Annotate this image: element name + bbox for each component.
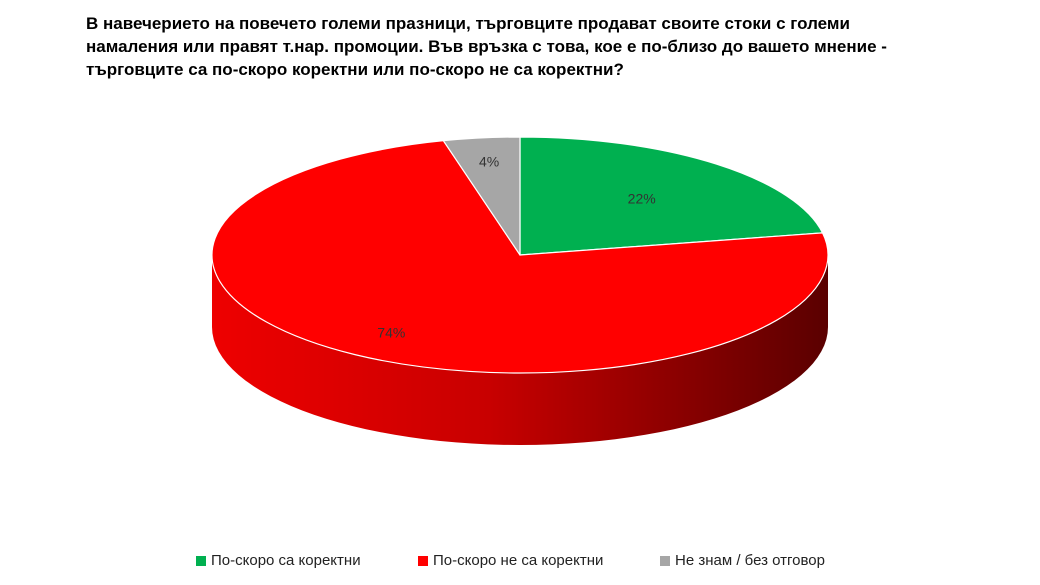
title-line-2: намаления или правят т.нар. промоции. Въ… (86, 37, 887, 56)
pie-slice-correct (519, 136, 824, 256)
legend-label-not-correct: По-скоро не са коректни (433, 552, 604, 569)
legend-item-not-correct: По-скоро не са коректни (418, 552, 603, 569)
data-label-not-correct: 74% (377, 325, 405, 341)
data-label-correct: 22% (628, 191, 656, 207)
legend-label-dont-know: Не знам / без отговор (675, 552, 825, 569)
legend-swatch-not-correct (418, 555, 428, 566)
title-line-3: търговците са по-скоро коректни или по-с… (86, 60, 624, 79)
title-line-1: В навечерието на повечето големи празниц… (86, 14, 850, 33)
legend-item-dont-know: Не знам / без отговор (660, 552, 825, 569)
legend: По-скоро са коректни По-скоро не са коре… (0, 552, 1040, 576)
data-label-dont-know: 4% (479, 153, 499, 169)
pie-slice-dont-know (442, 136, 521, 256)
legend-item-correct: По-скоро са коректни (196, 552, 361, 569)
pie-slice-not-correct (211, 140, 829, 374)
chart-title: В навечерието на повечето големи празниц… (86, 12, 986, 81)
legend-swatch-correct (196, 555, 206, 566)
legend-swatch-dont-know (660, 555, 670, 566)
pie-side-not-correct (212, 255, 828, 445)
legend-label-correct: По-скоро са коректни (211, 552, 361, 569)
